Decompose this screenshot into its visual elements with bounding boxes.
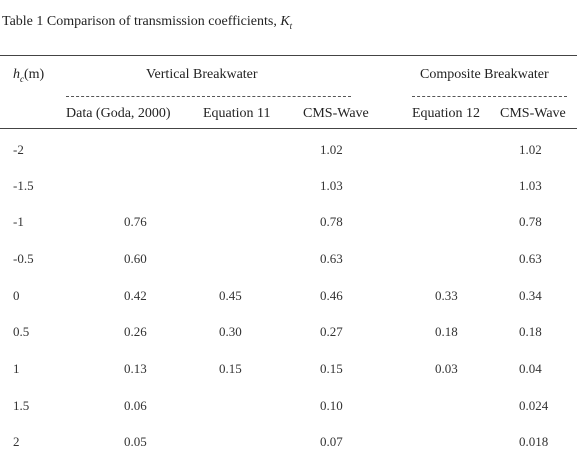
- cell-cms-vertical: 1.02: [320, 142, 343, 157]
- cell-cms-vertical: 0.15: [320, 361, 343, 376]
- col-header-cms-vertical: CMS-Wave: [303, 106, 369, 121]
- cell-eq11: 0.45: [219, 288, 242, 303]
- cell-hc: 0: [13, 288, 20, 303]
- cell-eq11: 0.30: [219, 324, 242, 339]
- hc-unit: (m): [24, 67, 45, 82]
- cell-cms-composite: 0.04: [519, 361, 542, 376]
- hc-symbol: h: [13, 67, 20, 82]
- cell-cms-composite: 1.03: [519, 178, 542, 193]
- cell-cms-composite: 0.63: [519, 251, 542, 266]
- cell-cms-vertical: 0.63: [320, 251, 343, 266]
- cell-data: 0.06: [124, 398, 147, 413]
- cell-cms-vertical: 1.03: [320, 178, 343, 193]
- cell-hc: -1: [13, 214, 24, 229]
- cell-data: 0.05: [124, 434, 147, 449]
- hc-subscript: c: [20, 73, 24, 84]
- cell-hc: 1.5: [13, 398, 30, 413]
- cell-data: 0.26: [124, 324, 147, 339]
- cell-cms-vertical: 0.78: [320, 214, 343, 229]
- cell-data: 0.42: [124, 288, 147, 303]
- table-caption: Table 1 Comparison of transmission coeff…: [2, 14, 292, 34]
- col-header-eq12: Equation 12: [412, 106, 481, 121]
- col-header-data: Data (Goda, 2000): [66, 106, 171, 121]
- cell-hc: 2: [13, 434, 20, 449]
- cell-cms-vertical: 0.46: [320, 288, 343, 303]
- cell-cms-vertical: 0.10: [320, 398, 343, 413]
- header-composite-breakwater: Composite Breakwater: [420, 67, 549, 82]
- vertical-group-underline: [66, 96, 351, 98]
- caption-symbol: K: [280, 14, 290, 29]
- cell-cms-composite: 1.02: [519, 142, 542, 157]
- cell-data: 0.76: [124, 214, 147, 229]
- cell-hc: 0.5: [13, 324, 30, 339]
- header-hc: hc(m): [13, 67, 44, 87]
- col-header-eq11: Equation 11: [203, 106, 271, 121]
- col-header-cms-composite: CMS-Wave: [500, 106, 566, 121]
- top-rule: [0, 55, 577, 56]
- header-vertical-breakwater: Vertical Breakwater: [146, 67, 258, 82]
- cell-hc: -2: [13, 142, 24, 157]
- caption-text: Table 1 Comparison of transmission coeff…: [2, 14, 281, 29]
- cell-eq12: 0.33: [435, 288, 458, 303]
- cell-cms-composite: 0.018: [519, 434, 549, 449]
- cell-data: 0.60: [124, 251, 147, 266]
- cell-data: 0.13: [124, 361, 147, 376]
- cell-hc: -0.5: [13, 251, 34, 266]
- header-rule: [0, 128, 577, 129]
- cell-cms-composite: 0.18: [519, 324, 542, 339]
- cell-hc: 1: [13, 361, 20, 376]
- cell-eq11: 0.15: [219, 361, 242, 376]
- cell-cms-composite: 0.34: [519, 288, 542, 303]
- caption-subscript: t: [289, 20, 293, 31]
- cell-cms-composite: 0.78: [519, 214, 542, 229]
- cell-cms-vertical: 0.07: [320, 434, 343, 449]
- cell-cms-composite: 0.024: [519, 398, 549, 413]
- composite-group-underline: [412, 96, 567, 98]
- cell-eq12: 0.18: [435, 324, 458, 339]
- cell-hc: -1.5: [13, 178, 34, 193]
- cell-eq12: 0.03: [435, 361, 458, 376]
- cell-cms-vertical: 0.27: [320, 324, 343, 339]
